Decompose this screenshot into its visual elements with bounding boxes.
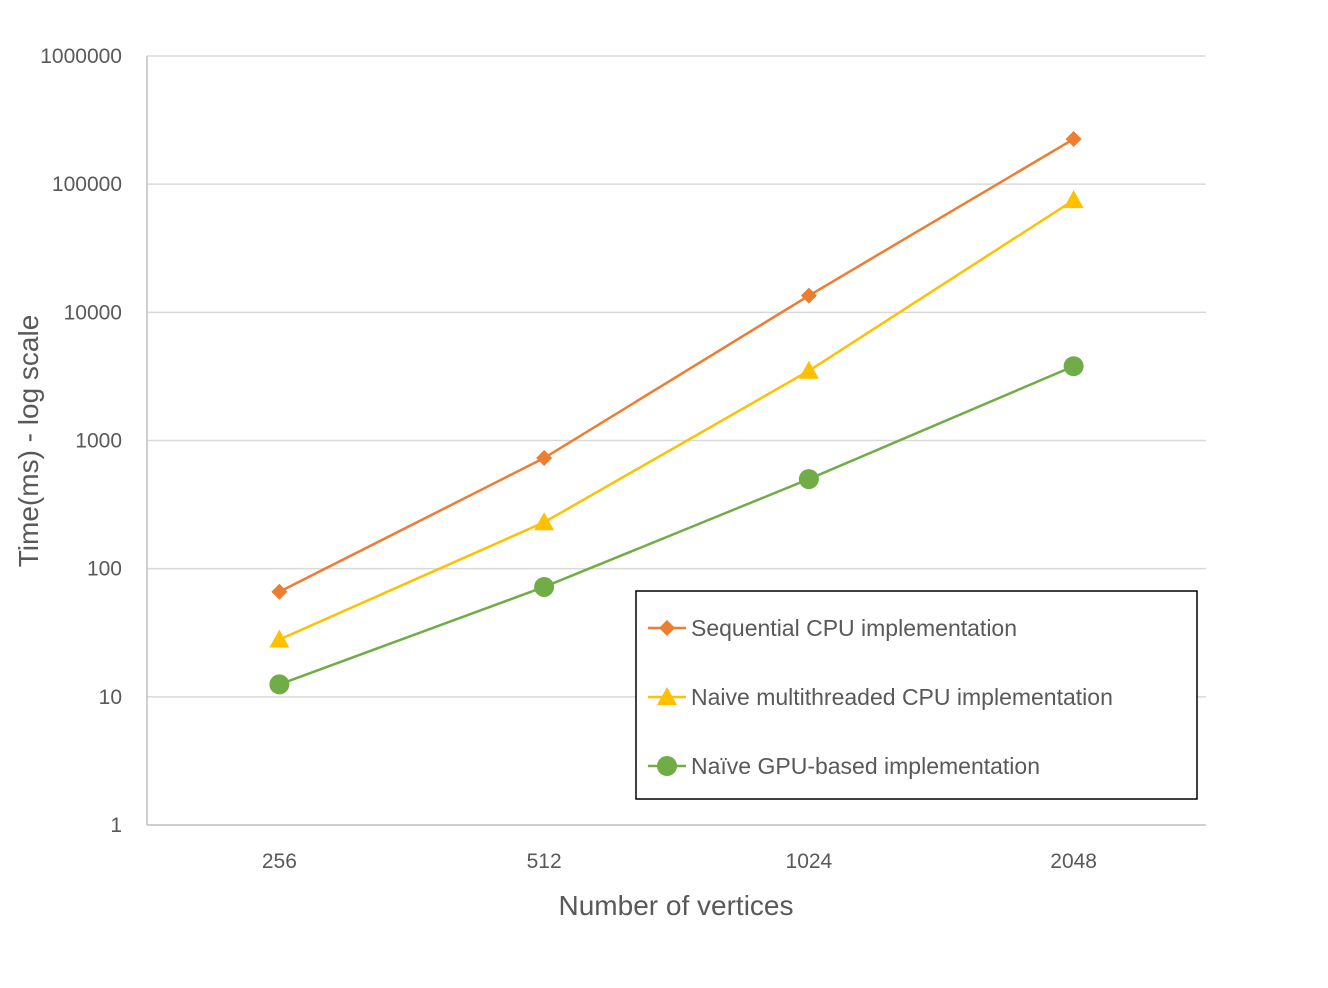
data-point (1063, 190, 1084, 209)
series-group (269, 131, 1084, 695)
series-1 (271, 131, 1082, 600)
x-tick-label: 2048 (1050, 850, 1097, 873)
legend-label: Sequential CPU implementation (691, 615, 1017, 641)
data-point (534, 512, 555, 531)
data-point (1063, 356, 1084, 377)
series-2 (269, 190, 1084, 648)
data-point (798, 360, 819, 379)
series-line (278, 365, 1075, 686)
y-tick-label: 1000 (75, 430, 122, 453)
x-tick-label: 1024 (786, 850, 833, 873)
legend-box (635, 590, 1198, 800)
data-point (271, 583, 288, 600)
y-tick-label: 10000 (64, 301, 122, 324)
tick-labels: 1 10 100 1000 10000 100000 1000000 256 512 1024 20… (40, 45, 1097, 873)
legend-marker (657, 687, 677, 705)
y-tick-label: 100 (87, 558, 122, 581)
y-axis-title: Time(ms) - log scale (13, 315, 44, 568)
axes (146, 56, 1206, 826)
legend: Sequential CPU implementation Naive multi… (635, 590, 1198, 800)
x-tick-label: 256 (262, 850, 297, 873)
data-point (269, 629, 290, 648)
data-point (269, 674, 290, 695)
legend-label: Naïve GPU-based implementation (691, 753, 1040, 779)
legend-label: Naive multithreaded CPU implementation (691, 684, 1113, 710)
x-tick-label: 512 (527, 850, 562, 873)
series-3 (269, 356, 1084, 695)
y-tick-label: 10 (99, 686, 122, 709)
legend-marker (657, 756, 677, 776)
legend-item: Naïve GPU-based implementation (648, 753, 1040, 779)
legend-item: Sequential CPU implementation (648, 615, 1017, 641)
series-line (278, 199, 1075, 641)
y-tick-label: 1 (110, 814, 122, 837)
y-tick-label: 1000000 (40, 45, 122, 68)
series-line (278, 137, 1075, 593)
data-point (800, 287, 817, 304)
legend-item: Naive multithreaded CPU implementation (648, 684, 1113, 710)
legend-marker (659, 620, 675, 636)
data-point (536, 450, 553, 467)
data-point (798, 469, 819, 490)
x-axis-title: Number of vertices (559, 890, 794, 921)
data-point (1065, 131, 1082, 148)
y-tick-label: 100000 (52, 173, 122, 196)
data-point (534, 576, 555, 597)
